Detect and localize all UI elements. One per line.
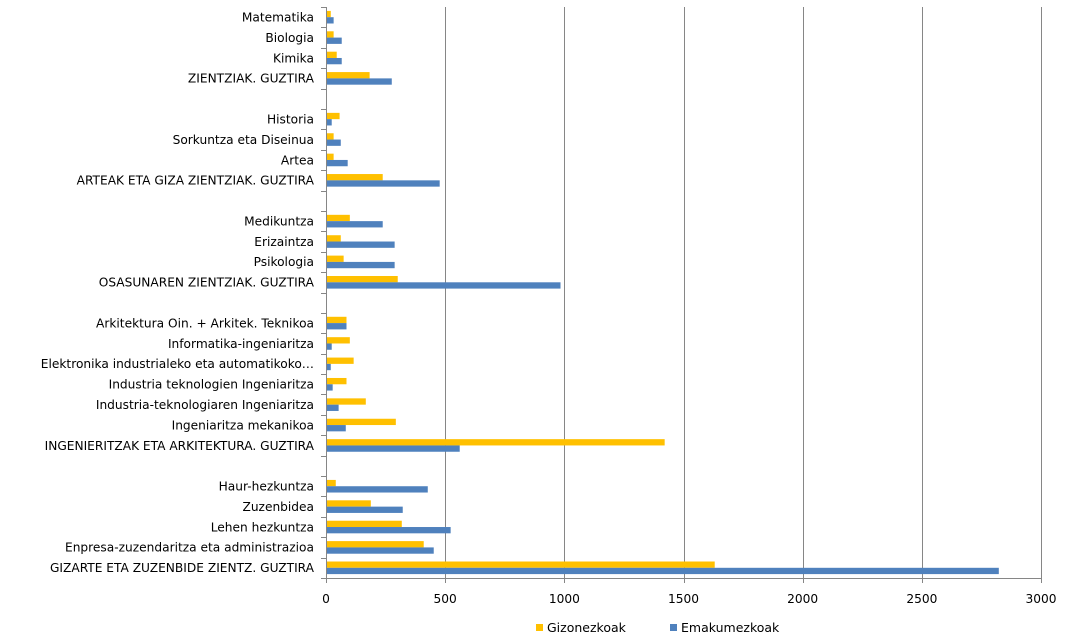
bar-gizonezkoak-13 xyxy=(327,276,398,283)
bar-gizonezkoak-18 xyxy=(327,377,347,385)
category-label: ARTEAK ETA GIZA ZIENTZIAK. GUZTIRA xyxy=(77,174,315,188)
legend-swatch-emakumezkoak xyxy=(670,624,677,631)
bar-gizonezkoak-25 xyxy=(327,520,402,528)
bar-gizonezkoak-8 xyxy=(327,174,383,181)
category-label: Medikuntza xyxy=(244,214,314,228)
x-tick-label: 500 xyxy=(434,592,457,606)
category-label: Informatika-ingeniaritza xyxy=(168,337,314,351)
bar-gizonezkoak-16 xyxy=(327,337,350,344)
bar-emakumezkoak-25 xyxy=(327,527,451,534)
x-tick-label: 0 xyxy=(322,592,330,606)
bar-emakumezkoak-2 xyxy=(327,57,342,65)
category-label: Biologia xyxy=(265,31,314,45)
bar-emakumezkoak-8 xyxy=(327,180,440,187)
category-label: Enpresa-zuzendaritza eta administrazioa xyxy=(65,541,314,555)
bar-gizonezkoak-10 xyxy=(327,214,350,222)
category-label: Industria teknologien Ingeniaritza xyxy=(109,378,314,392)
category-label: Kimika xyxy=(273,51,314,65)
bar-emakumezkoak-15 xyxy=(327,323,347,330)
legend-item-emakumezkoak: Emakumezkoak xyxy=(670,620,779,635)
bar-emakumezkoak-19 xyxy=(327,404,339,411)
bar-emakumezkoak-16 xyxy=(327,343,332,350)
bar-gizonezkoak-5 xyxy=(327,112,340,120)
bar-emakumezkoak-24 xyxy=(327,506,403,513)
bar-gizonezkoak-27 xyxy=(327,561,715,568)
gridlines xyxy=(445,7,1042,578)
legend: Gizonezkoak Emakumezkoak xyxy=(0,620,1073,638)
category-label: ZIENTZIAK. GUZTIRA xyxy=(188,72,315,86)
bar-gizonezkoak-24 xyxy=(327,500,371,507)
category-label: GIZARTE ETA ZUZENBIDE ZIENTZ. GUZTIRA xyxy=(50,561,315,575)
category-label: Lehen hezkuntza xyxy=(211,520,314,534)
bar-emakumezkoak-0 xyxy=(327,17,334,24)
category-label: Elektronika industrialeko eta automatiko… xyxy=(41,357,314,371)
bar-gizonezkoak-12 xyxy=(327,255,344,262)
bar-gizonezkoak-2 xyxy=(327,51,337,58)
category-label: Matematika xyxy=(242,11,314,25)
axes xyxy=(321,7,1042,583)
bar-emakumezkoak-13 xyxy=(327,282,561,289)
bar-gizonezkoak-20 xyxy=(327,418,396,426)
bar-emakumezkoak-26 xyxy=(327,547,434,554)
bar-emakumezkoak-1 xyxy=(327,37,342,44)
bar-emakumezkoak-17 xyxy=(327,363,331,371)
category-label: Sorkuntza eta Diseinua xyxy=(173,133,314,147)
bar-emakumezkoak-23 xyxy=(327,486,428,493)
category-label: Zuzenbidea xyxy=(242,500,314,514)
bars xyxy=(327,10,999,575)
bar-emakumezkoak-27 xyxy=(327,567,999,575)
x-tick-label: 2000 xyxy=(787,592,818,606)
bar-gizonezkoak-6 xyxy=(327,133,334,140)
bar-gizonezkoak-1 xyxy=(327,31,334,38)
category-label: OSASUNAREN ZIENTZIAK. GUZTIRA xyxy=(99,276,315,290)
bar-emakumezkoak-3 xyxy=(327,78,392,85)
legend-item-gizonezkoak: Gizonezkoak xyxy=(536,620,626,635)
category-label: INGENIERITZAK ETA ARKITEKTURA. GUZTIRA xyxy=(45,439,315,453)
bar-emakumezkoak-21 xyxy=(327,445,460,452)
x-tick-label: 2500 xyxy=(906,592,937,606)
bar-gizonezkoak-3 xyxy=(327,72,370,79)
category-label: Artea xyxy=(281,153,314,167)
x-tick-labels: 0 500 1000 1500 2000 2500 3000 xyxy=(322,592,1056,606)
x-tick-label: 1500 xyxy=(668,592,699,606)
bar-emakumezkoak-12 xyxy=(327,261,395,269)
category-label: Industria-teknologiaren Ingeniaritza xyxy=(96,398,314,412)
legend-label: Emakumezkoak xyxy=(681,620,780,635)
bar-gizonezkoak-26 xyxy=(327,541,424,548)
bar-gizonezkoak-23 xyxy=(327,479,336,487)
bar-gizonezkoak-19 xyxy=(327,398,366,405)
bar-emakumezkoak-5 xyxy=(327,119,332,126)
category-label: Historia xyxy=(267,112,314,126)
category-label: Ingeniaritza mekanikoa xyxy=(172,418,314,432)
legend-swatch-gizonezkoak xyxy=(536,624,543,631)
legend-label: Gizonezkoak xyxy=(547,620,626,635)
bar-emakumezkoak-20 xyxy=(327,425,346,432)
bar-gizonezkoak-11 xyxy=(327,235,341,242)
category-label: Haur-hezkuntza xyxy=(219,480,314,494)
bar-emakumezkoak-7 xyxy=(327,159,348,167)
bar-emakumezkoak-18 xyxy=(327,384,333,391)
category-label: Erizaintza xyxy=(254,235,314,249)
category-label: Psikologia xyxy=(254,255,314,269)
category-labels: Matematika Biologia Kimika ZIENTZIAK. GUZTI… xyxy=(41,11,315,576)
bar-gizonezkoak-21 xyxy=(327,439,665,446)
bar-gizonezkoak-0 xyxy=(327,10,331,18)
bar-emakumezkoak-11 xyxy=(327,241,395,248)
category-label: Arkitektura Oin. + Arkitek. Teknikoa xyxy=(96,316,314,330)
x-tick-label: 1000 xyxy=(549,592,580,606)
x-tick-label: 3000 xyxy=(1025,592,1056,606)
bar-gizonezkoak-7 xyxy=(327,153,334,160)
bar-gizonezkoak-15 xyxy=(327,316,347,324)
bar-gizonezkoak-17 xyxy=(327,357,354,364)
bar-emakumezkoak-6 xyxy=(327,139,341,146)
bar-emakumezkoak-10 xyxy=(327,221,383,228)
